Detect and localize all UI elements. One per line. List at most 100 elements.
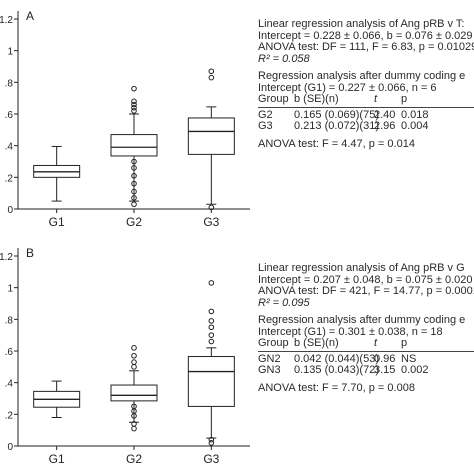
outlier-point <box>208 74 215 81</box>
col-t: t <box>374 93 378 105</box>
outlier-point <box>131 345 137 351</box>
col-t: t <box>374 337 378 349</box>
outlier-point <box>208 436 215 443</box>
table-row: G3 0.213 (0.072)(31) 2.96 0.004 <box>258 120 474 133</box>
col-group: Group <box>258 337 289 349</box>
regression-title: Linear regression analysis of Ang pRB v … <box>258 19 465 30</box>
box-G2 <box>110 134 158 157</box>
x-tick-label: G3 <box>203 452 219 466</box>
y-tick-label: 1 <box>7 284 13 295</box>
table-cell: G2 <box>258 108 273 121</box>
col-p: p <box>401 337 408 349</box>
anova-summary: ANOVA test: F = 4.47, p = 0.014 <box>258 137 415 150</box>
y-tick-label: 0 <box>7 442 13 453</box>
y-tick-label: .8 <box>5 315 14 326</box>
regression-intercept: Intercept = 0.228 ± 0.066, b = 0.076 ± 0… <box>258 29 473 42</box>
outlier-point <box>208 338 215 345</box>
y-tick-label: 1 <box>7 47 13 58</box>
table-cell: 0.135 (0.043)(72) <box>294 364 379 376</box>
regression-title: Linear regression analysis of Ang pRB v … <box>258 263 465 274</box>
table-cell: GN2 <box>258 352 281 365</box>
table-cell: 0.213 (0.072)(31) <box>294 120 379 132</box>
col-group: Group <box>258 93 289 105</box>
panel-b-chart: B 0 .2 .4 .6 .8 1 1.2 G1 G2 G3 <box>0 246 250 466</box>
outlier-point <box>208 324 215 331</box>
outlier-point <box>208 204 215 211</box>
col-b: b (SE)(n) <box>294 93 339 105</box>
anova-summary: ANOVA test: F = 7.70, p = 0.008 <box>258 381 415 394</box>
group-table-header: Group b (SE)(n) t p <box>258 93 474 108</box>
box-G3 <box>187 356 235 407</box>
outlier-point <box>131 359 137 365</box>
y-tick-label: .4 <box>5 142 14 153</box>
table-cell: 2.96 <box>374 120 396 132</box>
table-row: GN2 0.042 (0.044)(53) 0.96 NS <box>258 352 474 366</box>
outlier-point <box>208 308 215 315</box>
table-cell: GN3 <box>258 364 281 376</box>
y-tick-label: .8 <box>5 78 14 89</box>
x-tick-label: G2 <box>126 452 142 466</box>
outlier-point <box>208 440 215 446</box>
table-cell: NS <box>401 352 417 365</box>
box-G2 <box>110 384 158 402</box>
table-row: G2 0.165 (0.069)(75) 2.40 0.018 <box>258 108 474 122</box>
col-b: b (SE)(n) <box>294 337 339 349</box>
table-cell: G3 <box>258 120 273 132</box>
table-cell: 0.002 <box>401 364 429 376</box>
regression-r2: R² = 0.058 <box>258 52 310 65</box>
table-cell: 0.018 <box>401 108 429 121</box>
panel-a-stats: Linear regression analysis of Ang pRB v … <box>258 19 474 150</box>
outlier-point <box>131 425 137 432</box>
outlier-point <box>131 188 137 195</box>
table-row: GN3 0.135 (0.043)(72) 3.15 0.002 <box>258 364 474 377</box>
col-p: p <box>401 93 408 105</box>
panel-b-stats: Linear regression analysis of Ang pRB v … <box>258 263 474 394</box>
outlier-point <box>131 364 137 370</box>
outlier-point <box>208 332 215 338</box>
outlier-point <box>131 180 137 187</box>
outlier-point <box>131 352 137 359</box>
outlier-point <box>131 413 137 419</box>
outlier-point <box>131 201 137 208</box>
y-tick-label: .6 <box>5 110 14 121</box>
outlier-point <box>208 318 215 324</box>
y-tick-label: 0 <box>7 205 13 216</box>
y-tick-label: 1.2 <box>0 15 13 26</box>
outlier-point <box>131 165 137 171</box>
panel-label: A <box>26 9 34 23</box>
group-table-header: Group b (SE)(n) t p <box>258 337 474 352</box>
outlier-point <box>131 101 137 108</box>
outlier-point <box>131 85 137 92</box>
y-tick-label: .2 <box>5 410 14 421</box>
dummy-intercept: Intercept (G1) = 0.227 ± 0.066, n = 6 <box>258 81 437 94</box>
panel-a-plot: A 0 .2 .4 .6 .8 1 1.2 G1 G2 G3 <box>0 0 255 237</box>
table-cell: 0.165 (0.069)(75) <box>294 108 379 121</box>
regression-r2: R² = 0.095 <box>258 296 310 309</box>
panel-label: B <box>26 246 34 260</box>
dummy-title: Regression analysis after dummy coding e <box>258 70 466 82</box>
y-tick-label: .4 <box>5 379 14 390</box>
x-tick-label: G1 <box>49 452 65 466</box>
regression-intercept: Intercept = 0.207 ± 0.048, b = 0.075 ± 0… <box>258 273 473 286</box>
x-tick-label: G1 <box>49 215 65 229</box>
table-cell: 2.40 <box>374 108 396 121</box>
outlier-point <box>131 104 137 111</box>
outlier-point <box>131 172 137 179</box>
outlier-point <box>131 98 137 105</box>
table-cell: 0.004 <box>401 120 429 132</box>
dummy-intercept: Intercept (G1) = 0.301 ± 0.038, n = 18 <box>258 325 443 338</box>
dummy-title: Regression analysis after dummy coding e <box>258 314 466 326</box>
table-cell: 3.15 <box>374 364 396 376</box>
regression-anova: ANOVA test: DF = 111, F = 6.83, p = 0.01… <box>258 41 474 53</box>
outlier-point <box>131 108 137 114</box>
y-tick-label: 1.2 <box>0 252 13 263</box>
table-cell: 0.96 <box>374 352 396 365</box>
regression-anova: ANOVA test: DF = 421, F = 14.77, p = 0.0… <box>258 285 474 297</box>
outlier-point <box>131 195 137 201</box>
outlier-point <box>208 68 215 75</box>
outlier-point <box>131 158 137 165</box>
y-tick-label: .2 <box>5 173 14 184</box>
panel-b-plot: B 0 .2 .4 .6 .8 1 1.2 G1 G2 G3 <box>0 237 255 474</box>
table-cell: 0.042 (0.044)(53) <box>294 352 379 365</box>
x-tick-label: G3 <box>203 215 219 229</box>
